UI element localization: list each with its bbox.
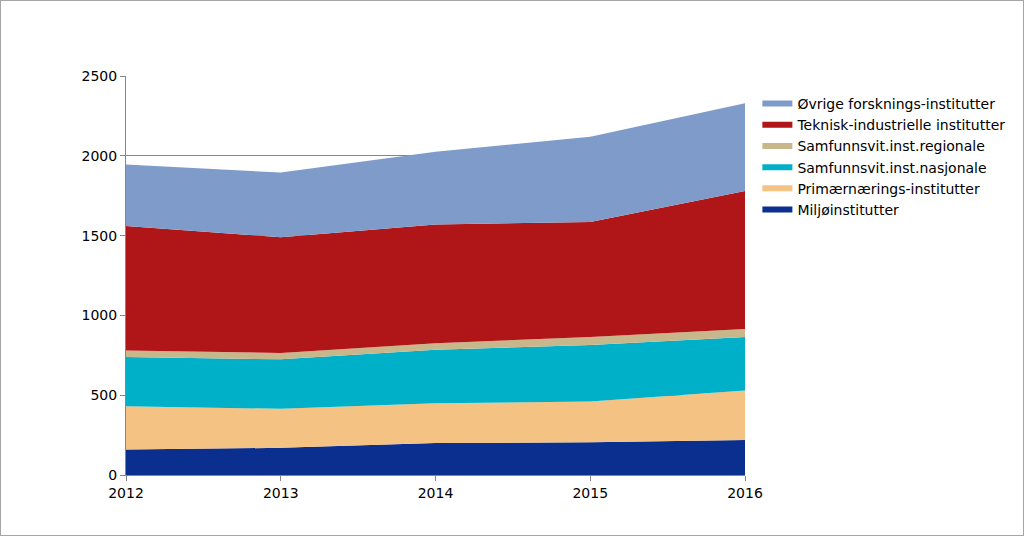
svg-text:2014: 2014	[418, 485, 454, 501]
svg-text:1500: 1500	[82, 228, 118, 244]
svg-text:2000: 2000	[82, 148, 118, 164]
svg-text:2500: 2500	[82, 68, 118, 84]
svg-text:Teknisk-industrielle institutt: Teknisk-industrielle institutter	[796, 117, 1005, 133]
svg-text:0: 0	[108, 467, 117, 483]
svg-text:Primærnærings-institutter: Primærnærings-institutter	[797, 181, 979, 197]
svg-text:2012: 2012	[108, 485, 144, 501]
svg-text:1000: 1000	[82, 307, 118, 323]
svg-text:500: 500	[90, 387, 117, 403]
svg-text:Samfunnsvit.inst.regionale: Samfunnsvit.inst.regionale	[797, 138, 984, 154]
svg-text:2013: 2013	[263, 485, 299, 501]
svg-text:Miljøinstitutter: Miljøinstitutter	[797, 202, 899, 218]
svg-text:2016: 2016	[727, 485, 763, 501]
svg-text:2015: 2015	[572, 485, 608, 501]
svg-text:Øvrige forsknings-institutter: Øvrige forsknings-institutter	[797, 96, 995, 112]
svg-text:Samfunnsvit.inst.nasjonale: Samfunnsvit.inst.nasjonale	[797, 160, 986, 176]
